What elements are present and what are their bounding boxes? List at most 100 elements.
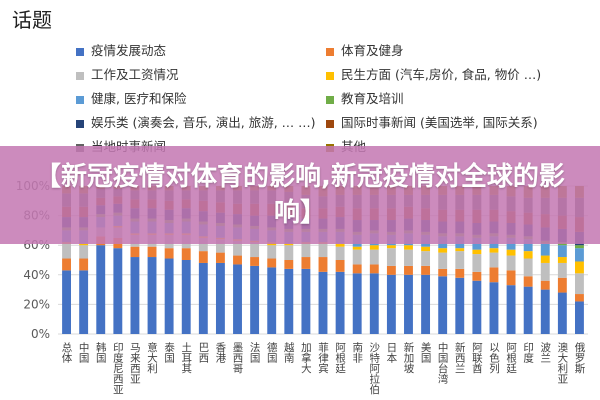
x-tick-label: 沙特阿拉伯 xyxy=(368,342,380,395)
x-tick-label: 新西兰 xyxy=(454,341,466,373)
bar-segment xyxy=(233,264,242,334)
x-tick-label: 俄罗斯 xyxy=(573,342,585,374)
legend-swatch xyxy=(76,47,84,56)
bar-segment xyxy=(421,265,431,275)
bar-segment xyxy=(472,254,482,272)
legend-label: 娱乐类 (演奏会, 音乐, 演出, 旅游, … …) xyxy=(91,115,316,130)
bar-segment xyxy=(557,262,567,278)
bar-segment xyxy=(62,243,71,259)
bar-segment xyxy=(540,289,550,334)
bar-segment xyxy=(369,273,379,334)
bar-segment xyxy=(318,243,328,258)
x-tick-label: 德国 xyxy=(266,341,278,364)
x-tick-label: 意大利 xyxy=(146,341,158,373)
bar-segment xyxy=(62,258,71,271)
legend-swatch xyxy=(326,119,334,128)
bar-segment xyxy=(181,248,191,260)
page-title: 话题 xyxy=(12,8,52,32)
bar-segment xyxy=(404,249,413,266)
x-tick-label: 中国台湾 xyxy=(437,341,449,385)
bar-segment xyxy=(284,268,294,334)
x-tick-label: 中国 xyxy=(78,341,90,364)
x-tick-label: 阿联酋 xyxy=(471,342,483,374)
bar-segment xyxy=(352,246,362,250)
bar-segment xyxy=(267,267,277,334)
bar-segment xyxy=(455,248,465,252)
x-tick-label: 土耳其 xyxy=(180,341,192,374)
bar-segment xyxy=(540,243,550,256)
bar-segment xyxy=(164,248,174,259)
bar-segment xyxy=(523,276,533,287)
bar-segment xyxy=(79,243,89,246)
bar-segment xyxy=(386,274,396,334)
bar-segment xyxy=(557,277,567,293)
bar-segment xyxy=(233,240,242,256)
bar-segment xyxy=(79,245,89,259)
bar-segment xyxy=(130,246,140,258)
legend-swatch xyxy=(76,119,84,128)
bar-segment xyxy=(557,245,567,258)
bar-segment xyxy=(130,257,140,334)
bar-segment xyxy=(62,270,71,334)
bar-segment xyxy=(352,249,362,265)
bar-segment xyxy=(506,285,516,334)
bar-segment xyxy=(164,258,174,334)
bar-segment xyxy=(215,252,225,263)
x-tick-label: 加拿大 xyxy=(300,342,312,374)
bar-segment xyxy=(523,239,533,252)
legend-item: 国际时事新闻 (美国选举, 国际关系) xyxy=(326,112,538,131)
x-tick-label: 美国 xyxy=(420,341,432,364)
bar-segment xyxy=(369,249,379,265)
bar-segment xyxy=(267,245,277,259)
legend-item: 健康, 医疗和保险 xyxy=(76,88,186,107)
bar-segment xyxy=(575,248,584,262)
bar-segment xyxy=(575,294,584,302)
bar-segment xyxy=(575,245,584,249)
bar-segment xyxy=(335,243,345,247)
bar-segment xyxy=(540,255,550,263)
x-tick-label: 巴西 xyxy=(197,342,209,363)
legend-swatch xyxy=(326,71,334,80)
x-tick-label: 南非 xyxy=(351,341,363,364)
bar-segment xyxy=(318,257,328,272)
bar-segment xyxy=(79,270,89,334)
bar-segment xyxy=(96,245,106,334)
bar-segment xyxy=(575,301,584,334)
x-tick-label: 日本 xyxy=(385,342,397,364)
bar-segment xyxy=(489,282,499,334)
x-tick-label: 阿根廷 xyxy=(334,342,346,374)
bar-segment xyxy=(540,280,550,290)
x-tick-label: 墨西哥 xyxy=(232,342,244,374)
bar-segment xyxy=(215,239,225,253)
x-tick-label: 越南 xyxy=(283,341,295,363)
bar-segment xyxy=(455,251,465,269)
legend-item: 民生方面 (汽车,房价, 食品, 物价 …) xyxy=(326,64,541,83)
bar-segment xyxy=(113,248,123,334)
headline-text: 【新冠疫情对体育的影响,新冠疫情对全球的影响】 xyxy=(35,162,565,228)
legend-item: 体育及健身 xyxy=(326,40,404,59)
bar-segment xyxy=(250,242,260,258)
bar-segment xyxy=(404,245,413,250)
legend-swatch xyxy=(76,71,84,80)
bar-segment xyxy=(438,268,448,277)
bar-segment xyxy=(284,245,294,260)
x-tick-label: 总体 xyxy=(61,341,73,364)
bar-segment xyxy=(335,260,345,272)
bar-segment xyxy=(181,260,191,334)
x-tick-label: 泰国 xyxy=(163,341,175,364)
bar-segment xyxy=(506,249,516,256)
x-tick-label: 阿根廷 xyxy=(505,342,517,374)
bar-segment xyxy=(489,248,499,253)
legend-swatch xyxy=(76,95,84,104)
bar-segment xyxy=(352,264,362,274)
legend-item: 工作及工资情况 xyxy=(76,64,179,83)
bar-segment xyxy=(233,255,242,265)
bar-segment xyxy=(369,245,379,250)
legend-swatch xyxy=(326,47,334,56)
bar-segment xyxy=(198,237,208,252)
bar-segment xyxy=(369,264,379,274)
bar-segment xyxy=(438,276,448,334)
bar-segment xyxy=(215,262,225,334)
bar-segment xyxy=(489,267,499,283)
bar-segment xyxy=(404,274,413,334)
